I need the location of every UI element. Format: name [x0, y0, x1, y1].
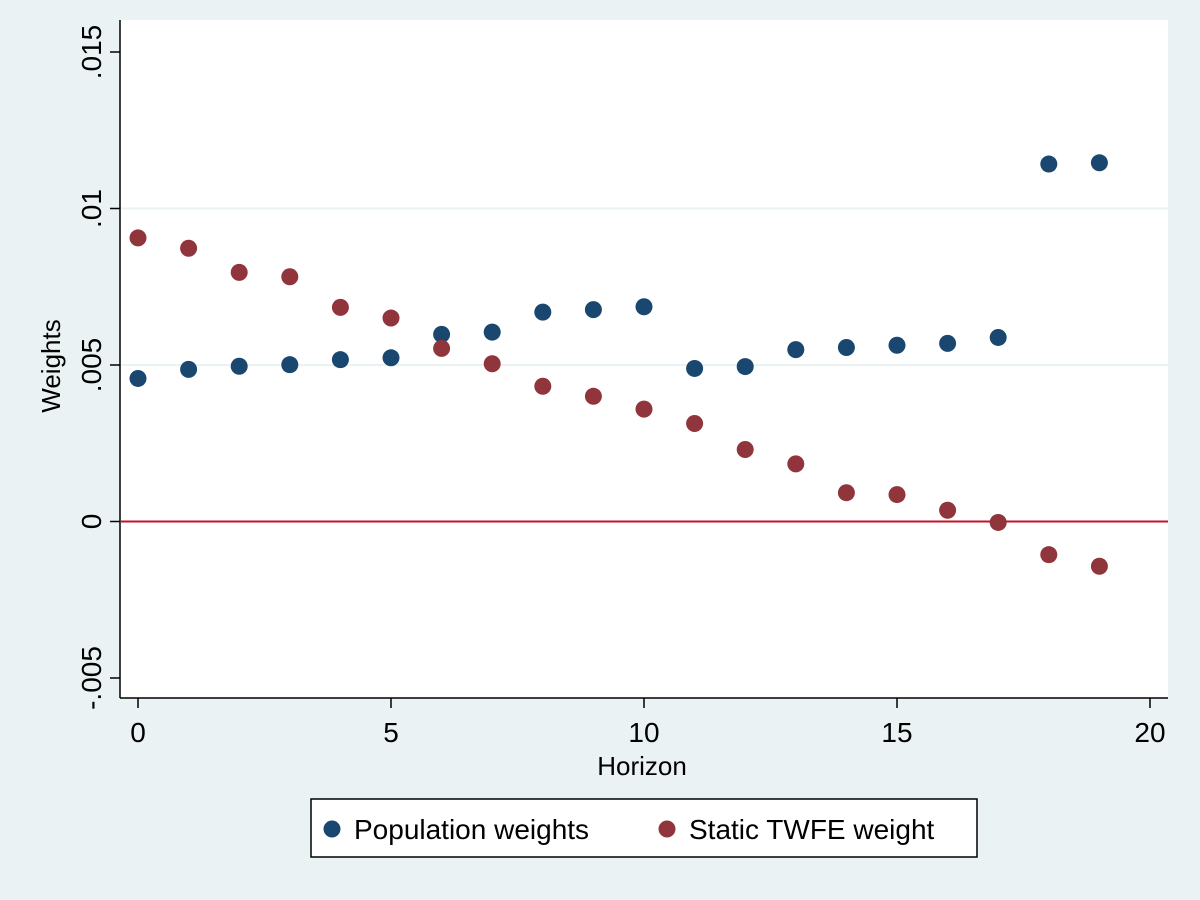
- x-ticks: 0 5 10 15 20: [130, 698, 1166, 748]
- static-twfe-weight-point: [534, 377, 552, 395]
- population-weights-point: [230, 357, 248, 375]
- static-twfe-weight-point: [1040, 546, 1058, 564]
- population-weights-point: [584, 301, 602, 319]
- legend-label-static-twfe-weight: Static TWFE weight: [689, 814, 935, 845]
- static-twfe-weight-point: [888, 486, 906, 504]
- static-twfe-weight-point: [736, 441, 754, 459]
- static-twfe-weight-point: [989, 513, 1007, 531]
- population-weights-point: [483, 323, 501, 341]
- static-twfe-weight-point: [230, 263, 248, 281]
- static-twfe-weight-point: [837, 484, 855, 502]
- population-weights-point: [534, 303, 552, 321]
- population-weights-point: [939, 334, 957, 352]
- population-weights-point: [635, 298, 653, 316]
- y-tick-label: .015: [76, 25, 107, 80]
- static-twfe-weight-point: [1090, 557, 1108, 575]
- population-weights-point: [1090, 154, 1108, 172]
- population-weights-point: [129, 369, 147, 387]
- population-weights-point: [686, 359, 704, 377]
- population-weights-point: [281, 356, 299, 374]
- y-ticks: -.005 0 .005 .01 .015: [76, 25, 120, 710]
- population-weights-point: [1040, 155, 1058, 173]
- y-tick-label: .005: [76, 338, 107, 393]
- population-weights-point: [736, 358, 754, 376]
- population-weights-point: [989, 328, 1007, 346]
- static-twfe-weight-point: [331, 298, 349, 316]
- population-weights-point: [787, 341, 805, 359]
- legend-label-population-weights: Population weights: [354, 814, 589, 845]
- static-twfe-weight-point: [129, 229, 147, 247]
- y-axis-title: Weights: [36, 319, 66, 412]
- static-twfe-weight-point: [281, 268, 299, 286]
- static-twfe-weight-point: [787, 455, 805, 473]
- x-tick-label: 0: [130, 717, 146, 748]
- static-twfe-weight-point: [382, 309, 400, 327]
- legend-marker-population-weights: [323, 820, 341, 838]
- legend-box: [310, 798, 978, 858]
- y-tick-label: -.005: [76, 646, 107, 710]
- x-tick-label: 15: [881, 717, 912, 748]
- y-tick-label: 0: [76, 514, 107, 530]
- population-weights-point: [180, 360, 198, 378]
- x-tick-label: 20: [1134, 717, 1165, 748]
- population-weights-point: [331, 351, 349, 369]
- static-twfe-weight-point: [483, 355, 501, 373]
- x-axis-title: Horizon: [597, 751, 687, 781]
- legend: Population weights Static TWFE weight: [310, 798, 978, 858]
- static-twfe-weight-point: [584, 387, 602, 405]
- static-twfe-weight-point: [686, 415, 704, 433]
- population-weights-point: [433, 325, 451, 343]
- x-tick-label: 10: [628, 717, 659, 748]
- static-twfe-weight-point: [635, 400, 653, 418]
- data-points: [129, 154, 1108, 575]
- static-twfe-weight-point: [433, 339, 451, 357]
- x-tick-label: 5: [383, 717, 399, 748]
- static-twfe-weight-point: [180, 239, 198, 257]
- population-weights-point: [382, 349, 400, 367]
- static-twfe-weight-point: [939, 501, 957, 519]
- population-weights-point: [837, 338, 855, 356]
- population-weights-point: [888, 336, 906, 354]
- y-tick-label: .01: [76, 189, 107, 228]
- plot-area: [120, 20, 1168, 698]
- legend-marker-static-twfe-weight: [658, 820, 676, 838]
